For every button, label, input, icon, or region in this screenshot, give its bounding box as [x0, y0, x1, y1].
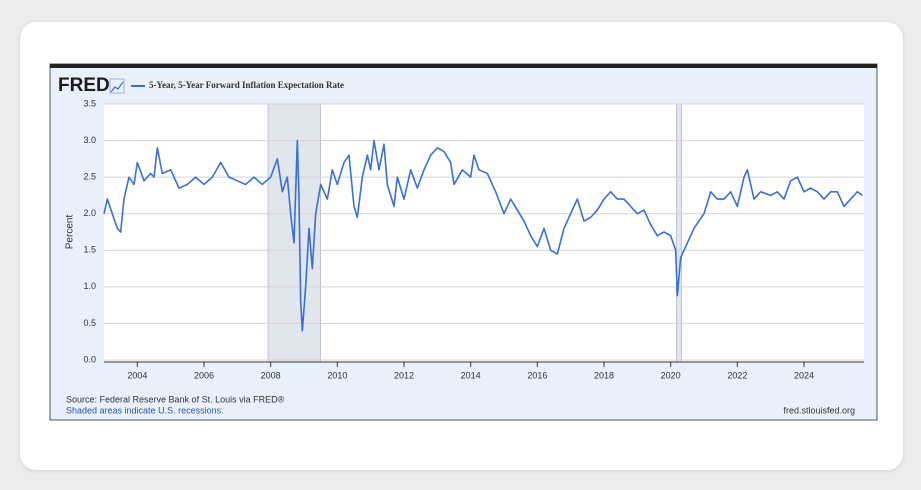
x-tick-label: 2022 — [727, 370, 747, 380]
x-tick-label: 2018 — [594, 370, 614, 380]
legend-label: 5-Year, 5-Year Forward Inflation Expecta… — [149, 80, 344, 90]
logo: FRED — [58, 75, 110, 96]
frame-top-bar — [50, 64, 877, 68]
x-tick-label: 2006 — [194, 370, 214, 380]
x-tick-label: 2010 — [327, 370, 347, 380]
recession-note: Shaded areas indicate U.S. recessions. — [66, 405, 224, 415]
x-tick-label: 2016 — [527, 370, 547, 380]
logo-icon — [110, 81, 124, 93]
y-tick-label: 3.0 — [83, 135, 96, 145]
y-tick-label: 2.5 — [83, 172, 96, 182]
y-axis-label: Percent — [65, 215, 76, 250]
y-tick-label: 0.5 — [83, 318, 96, 328]
x-tick-label: 2012 — [394, 370, 414, 380]
source: Source: Federal Reserve Bank of St. Loui… — [66, 394, 285, 404]
y-tick-label: 0.0 — [83, 354, 96, 364]
logo-icon-box — [109, 78, 125, 94]
x-tick-label: 2014 — [461, 370, 481, 380]
y-tick-label: 1.5 — [83, 245, 96, 255]
x-tick-label: 2024 — [794, 370, 814, 380]
plot-area — [104, 104, 864, 362]
series-line — [103, 139, 863, 332]
url: fred.stlouisfed.org — [783, 405, 855, 415]
y-tick-label: 3.5 — [83, 98, 96, 108]
x-tick-label: 2004 — [127, 370, 147, 380]
x-tick-label: 2008 — [261, 370, 281, 380]
y-tick-label: 1.0 — [83, 281, 96, 291]
x-tick-label: 2020 — [661, 370, 681, 380]
y-tick-label: 2.0 — [83, 208, 96, 218]
